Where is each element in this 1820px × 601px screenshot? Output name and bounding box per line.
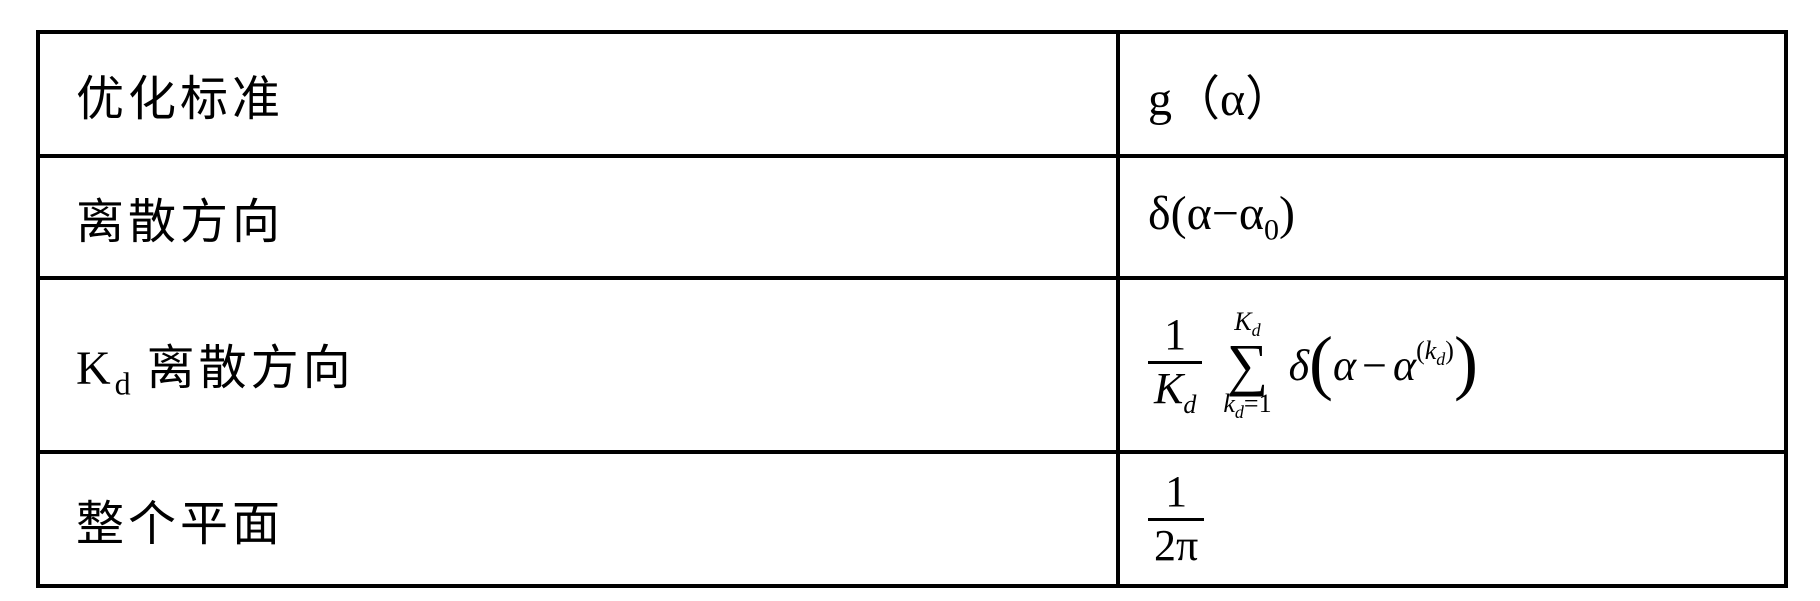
close-paren: ） <box>1245 73 1293 126</box>
open-paren: ( <box>1171 187 1187 240</box>
table-row: 离散方向 δ(α−α0) <box>38 156 1786 278</box>
sigma-symbol: ∑ <box>1223 339 1271 391</box>
minus-symbol: − <box>1212 187 1239 240</box>
alpha-symbol: α <box>1333 341 1356 390</box>
table-row: Kd 离散方向 1 Kd Kd <box>38 278 1786 452</box>
kd-prefix-K: K <box>76 342 115 395</box>
g-symbol: g <box>1148 73 1172 126</box>
discrete-direction-label: 离散方向 <box>40 182 1116 252</box>
sum-lower-eq1: =1 <box>1244 389 1272 418</box>
sum-lower-k: k <box>1223 389 1235 418</box>
fraction-num: 1 <box>1148 312 1202 358</box>
fraction-den: Kd <box>1148 366 1202 418</box>
alpha-symbol: α <box>1220 73 1245 126</box>
delta-formula: δ(α−α0) <box>1120 186 1784 248</box>
alpha-symbol: α <box>1187 187 1212 240</box>
delta-symbol: δ <box>1289 341 1309 390</box>
sum-formula: 1 Kd Kd ∑ kd=1 <box>1120 309 1784 422</box>
sup-k: k <box>1425 336 1437 365</box>
alpha-symbol: α <box>1239 187 1264 240</box>
kd-prefix-sub: d <box>115 365 131 401</box>
kd-text: 离散方向 <box>131 342 355 395</box>
sum-lower-sub: d <box>1235 402 1244 422</box>
criterion-label: 优化标准 <box>40 59 1116 129</box>
summation: Kd ∑ kd=1 <box>1223 309 1271 422</box>
minus-symbol: − <box>1356 341 1393 390</box>
fraction: 1 Kd <box>1148 312 1202 417</box>
close-paren: ) <box>1279 187 1295 240</box>
sum-lower: kd=1 <box>1223 391 1271 421</box>
page: 优化标准 g（α） 离散方向 δ(α−α0) Kd 离散方 <box>0 0 1820 601</box>
den-sub: d <box>1183 389 1196 418</box>
alpha-symbol: α <box>1393 341 1416 390</box>
sup-close: ) <box>1445 336 1454 365</box>
uniform-formula: 1 2π <box>1120 469 1784 568</box>
table-row: 整个平面 1 2π <box>38 452 1786 586</box>
superscript-kd: (kd) <box>1416 336 1454 365</box>
whole-plane-label: 整个平面 <box>40 484 1116 554</box>
criterion-formula: g（α） <box>1120 59 1784 129</box>
definition-table: 优化标准 g（α） 离散方向 δ(α−α0) Kd 离散方 <box>36 30 1788 588</box>
delta-symbol: δ <box>1148 187 1171 240</box>
fraction: 1 2π <box>1148 469 1204 568</box>
fraction-den: 2π <box>1148 523 1204 569</box>
sup-k-sub: d <box>1436 350 1445 370</box>
fraction-num: 1 <box>1148 469 1204 515</box>
sup-open: ( <box>1416 336 1425 365</box>
den-K: K <box>1154 364 1183 413</box>
kd-discrete-direction-label: Kd 离散方向 <box>40 328 1116 403</box>
table-row: 优化标准 g（α） <box>38 32 1786 156</box>
subscript-zero: 0 <box>1264 214 1279 247</box>
open-paren: （ <box>1172 73 1220 126</box>
